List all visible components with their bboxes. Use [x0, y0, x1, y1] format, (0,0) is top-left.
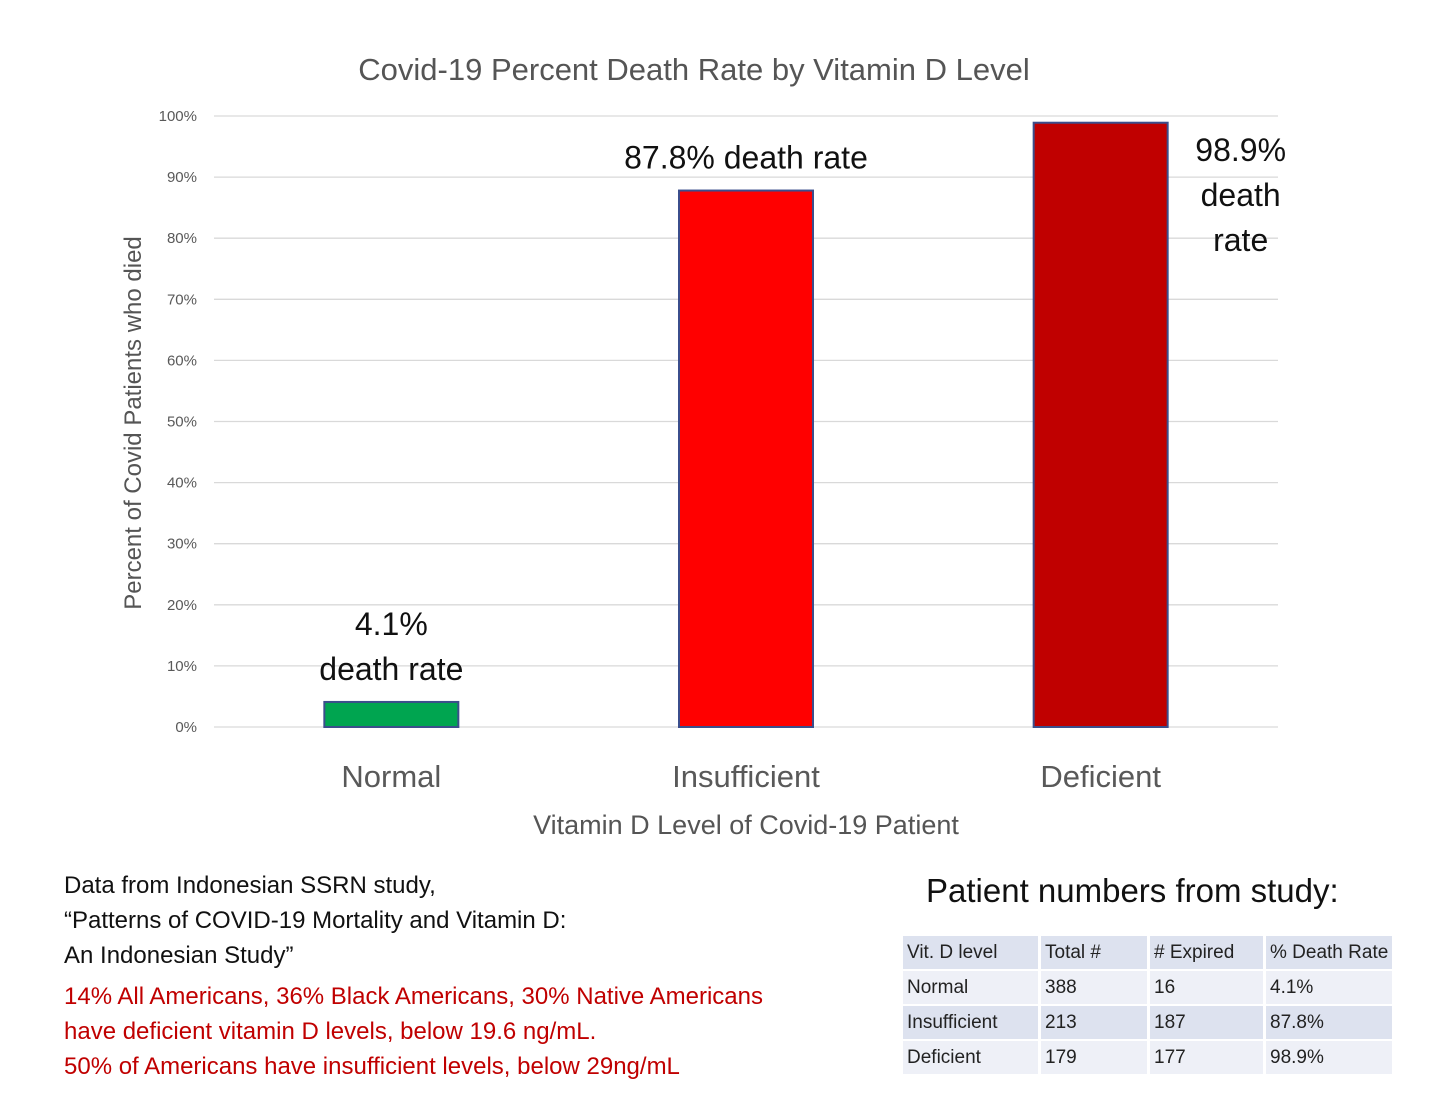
table-header-row: Vit. D level Total # # Expired % Death R… — [903, 936, 1393, 971]
table-cell: Normal — [903, 970, 1041, 1006]
source-line: An Indonesian Study” — [64, 942, 294, 969]
source-line: Data from Indonesian SSRN study, — [64, 872, 436, 899]
table-cell: 98.9% — [1264, 1040, 1393, 1076]
y-tick-label: 10% — [167, 658, 197, 675]
y-tick-label: 20% — [167, 597, 197, 614]
table-cell: 187 — [1148, 1005, 1266, 1041]
table-cell: 4.1% — [1264, 970, 1393, 1006]
table-cell: 213 — [1039, 1005, 1150, 1041]
highlight-line: 50% of Americans have insufficient level… — [64, 1053, 680, 1080]
table-cell: 16 — [1148, 970, 1266, 1006]
y-tick-label: 90% — [167, 169, 197, 186]
y-tick-label: 60% — [167, 352, 197, 369]
bar-data-label: 87.8% death rate — [624, 140, 868, 176]
bars — [323, 121, 1169, 729]
y-tick-label: 80% — [167, 230, 197, 247]
bar-data-label: 98.9% — [1195, 132, 1286, 168]
table-header-cell: # Expired — [1148, 936, 1266, 971]
x-tick-label: Insufficient — [672, 759, 820, 794]
table-cell: 87.8% — [1264, 1005, 1393, 1041]
bar-deficient — [1032, 121, 1169, 728]
table-row: Normal 388 16 4.1% — [903, 970, 1393, 1006]
source-line: “Patterns of COVID-19 Mortality and Vita… — [64, 907, 567, 934]
y-axis-label: Percent of Covid Patients who died — [120, 236, 147, 610]
bar-normal — [323, 700, 460, 728]
y-tick-label: 30% — [167, 536, 197, 553]
table-cell: Deficient — [903, 1040, 1041, 1076]
bar-data-label: death — [1201, 177, 1281, 213]
y-tick-label: 50% — [167, 414, 197, 431]
table-cell: 177 — [1148, 1040, 1266, 1076]
y-tick-label: 0% — [175, 719, 197, 736]
y-tick-label: 100% — [159, 108, 197, 125]
x-tick-label: Normal — [341, 759, 441, 794]
y-tick-label: 40% — [167, 475, 197, 492]
patient-numbers-table: Vit. D level Total # # Expired % Death R… — [903, 936, 1393, 1076]
y-tick-label: 70% — [167, 291, 197, 308]
death-rate-bar-chart: Covid-19 Percent Death Rate by Vitamin D… — [120, 52, 1286, 840]
table-cell: Insufficient — [903, 1005, 1041, 1041]
highlight-line: have deficient vitamin D levels, below 1… — [64, 1018, 597, 1045]
bar-data-label: death rate — [319, 651, 463, 687]
table-header-cell: Vit. D level — [903, 936, 1041, 971]
bar-data-label: rate — [1213, 222, 1268, 258]
bar-data-label: 4.1% — [355, 606, 428, 642]
table-row: Deficient 179 177 98.9% — [903, 1040, 1393, 1076]
x-axis-label: Vitamin D Level of Covid-19 Patient — [533, 810, 959, 840]
table-cell: 179 — [1039, 1040, 1150, 1076]
highlight-line: 14% All Americans, 36% Black Americans, … — [64, 983, 763, 1010]
table-cell: 388 — [1039, 970, 1150, 1006]
table-header-cell: Total # — [1039, 936, 1150, 971]
study-notes: Data from Indonesian SSRN study, “Patter… — [64, 868, 864, 1084]
table-header-cell: % Death Rate — [1264, 936, 1393, 971]
bar-insufficient — [678, 189, 814, 729]
bar-data-labels: 4.1% death rate 87.8% death rate 98.9% death… — [319, 132, 1286, 687]
x-axis-ticks: Normal Insufficient Deficient — [341, 759, 1161, 794]
chart-title: Covid-19 Percent Death Rate by Vitamin D… — [358, 52, 1029, 87]
table-row: Insufficient 213 187 87.8% — [903, 1005, 1393, 1041]
y-axis-ticks: 0% 10% 20% 30% 40% 50% 60% 70% 80% 90% 100% — [159, 108, 197, 736]
x-tick-label: Deficient — [1040, 759, 1161, 794]
table-title: Patient numbers from study: — [926, 872, 1339, 909]
